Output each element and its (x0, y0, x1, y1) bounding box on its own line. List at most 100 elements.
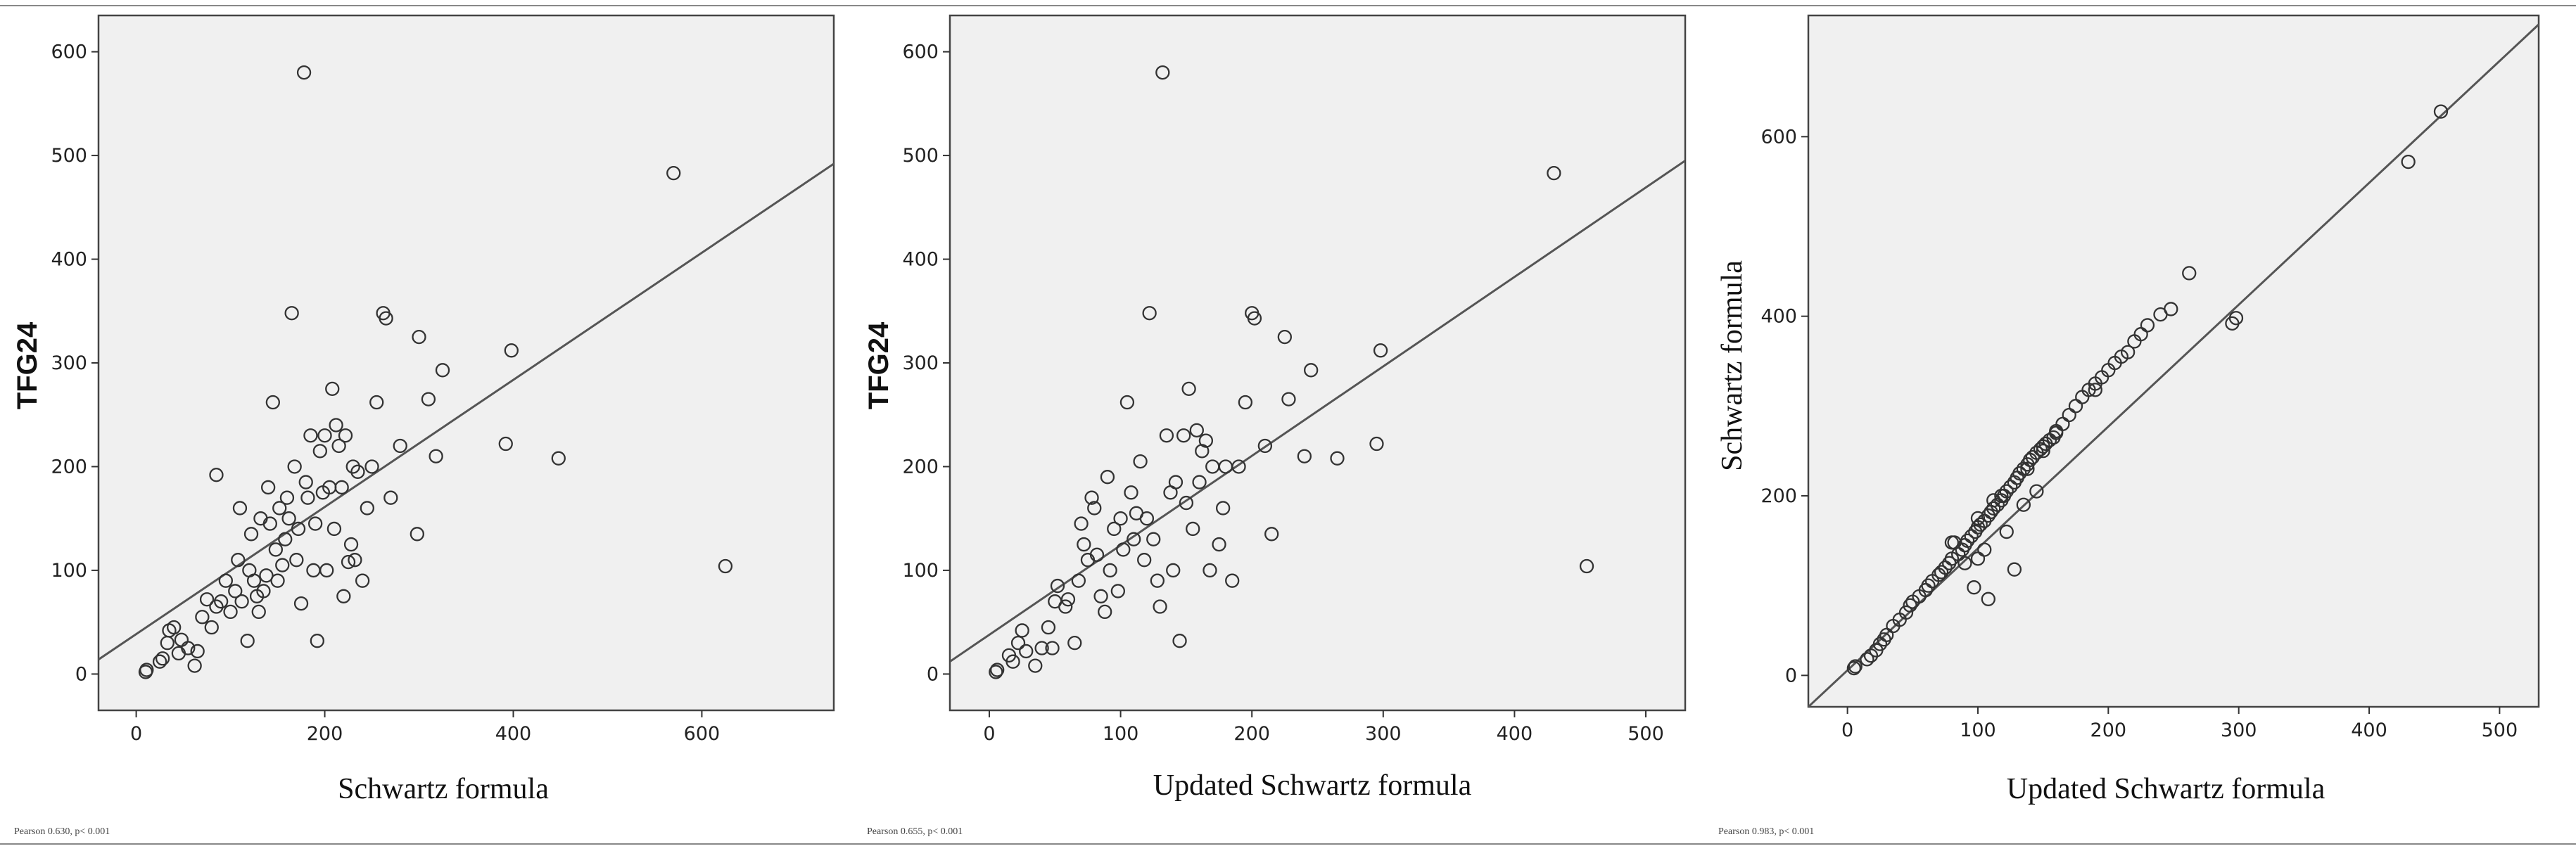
data-point (2401, 154, 2416, 169)
data-point (319, 563, 334, 578)
data-point (369, 395, 384, 410)
data-point (1281, 392, 1296, 407)
data-point (2033, 442, 2048, 456)
data-point (329, 418, 343, 433)
data-point (1045, 641, 1060, 655)
x-tick-label: 0 (130, 723, 142, 745)
data-point (1579, 558, 1594, 574)
x-tick-label: 0 (1841, 719, 1853, 741)
y-tick-label: 0 (75, 663, 87, 685)
y-tick-label: 200 (51, 456, 87, 478)
data-point (2228, 311, 2244, 326)
data-point (312, 444, 327, 459)
data-point (1981, 508, 1996, 523)
data-point (1898, 605, 1914, 620)
data-point (234, 594, 249, 609)
pearson-footnote: Pearson 0.983, p< 0.001 (1718, 826, 1814, 837)
data-point (1192, 475, 1207, 490)
data-point (199, 592, 215, 607)
pearson-footnote: Pearson 0.655, p< 0.001 (867, 826, 963, 837)
data-point (2020, 461, 2035, 476)
data-point (1369, 436, 1384, 452)
data-point (1304, 363, 1319, 378)
y-tick-label: 400 (1760, 306, 1797, 328)
y-tick-label: 0 (927, 663, 939, 685)
data-point (246, 573, 262, 588)
data-point (355, 573, 370, 588)
data-point (1142, 306, 1157, 321)
data-point (1005, 654, 1020, 669)
data-point (293, 596, 309, 611)
data-point (265, 395, 281, 410)
data-point (326, 521, 342, 537)
data-point (310, 634, 324, 648)
data-point (2182, 266, 2197, 281)
data-point (232, 501, 248, 516)
data-point (296, 65, 312, 80)
data-point (139, 663, 154, 677)
data-point (279, 490, 295, 505)
data-point (1181, 381, 1196, 397)
data-point (259, 568, 274, 583)
x-tick-label: 100 (1960, 719, 1996, 741)
data-point (1212, 537, 1226, 552)
x-tick-label: 500 (2482, 719, 2518, 741)
data-point (350, 464, 365, 479)
data-point (1087, 501, 1102, 516)
y-tick-label: 100 (51, 560, 87, 582)
data-point (303, 428, 318, 443)
data-point (317, 428, 332, 443)
regression-line (1808, 23, 2539, 707)
data-point (1973, 517, 1988, 532)
data-point (1186, 521, 1200, 537)
data-point (666, 165, 681, 181)
pearson-footnote: Pearson 0.630, p< 0.001 (14, 826, 110, 837)
data-point (228, 584, 243, 599)
data-point (1999, 484, 2014, 499)
x-tick-label: 300 (1365, 723, 1402, 745)
data-point (272, 501, 287, 516)
data-point (2120, 345, 2136, 359)
data-point (1159, 428, 1174, 443)
data-point (1986, 493, 2001, 508)
data-point (1330, 451, 1345, 466)
data-point (167, 620, 182, 635)
data-point (718, 558, 733, 574)
data-point (187, 658, 202, 673)
data-point (1103, 563, 1117, 578)
data-point (209, 599, 224, 614)
x-tick-label: 100 (1103, 723, 1139, 745)
data-point (275, 558, 290, 572)
data-point (1934, 565, 1949, 580)
data-point (1089, 547, 1105, 562)
data-point (270, 573, 285, 588)
data-point (307, 516, 323, 531)
data-point (410, 527, 424, 542)
y-tick-label: 600 (51, 41, 87, 63)
scatter-panel-updated-schwartz-vs-schwartz: Schwartz formula Updated Schwartz formul… (1716, 14, 2540, 837)
data-point (364, 459, 379, 474)
data-point (1010, 635, 1026, 651)
data-point (240, 634, 255, 648)
data-point (989, 665, 1003, 679)
data-point (251, 604, 266, 620)
data-point (1166, 563, 1181, 578)
data-point (1119, 395, 1135, 410)
data-point (2049, 423, 2064, 439)
data-point (2016, 497, 2031, 512)
data-point (1297, 449, 1312, 463)
data-point (256, 584, 271, 599)
data-point (1994, 488, 2009, 504)
scatter-panel-updated-schwartz-vs-tfg24: TFG24 Updated Schwartz formula Pearson 0… (863, 14, 1687, 837)
y-tick-label: 0 (1785, 665, 1797, 686)
data-point (284, 306, 299, 321)
data-point (298, 475, 313, 490)
data-point (421, 392, 436, 407)
data-point (2025, 449, 2040, 465)
data-point (190, 644, 205, 659)
data-point (1944, 535, 1960, 550)
data-point (341, 554, 356, 570)
data-point (1058, 599, 1073, 614)
data-point (1028, 658, 1043, 673)
data-point (1225, 573, 1240, 588)
